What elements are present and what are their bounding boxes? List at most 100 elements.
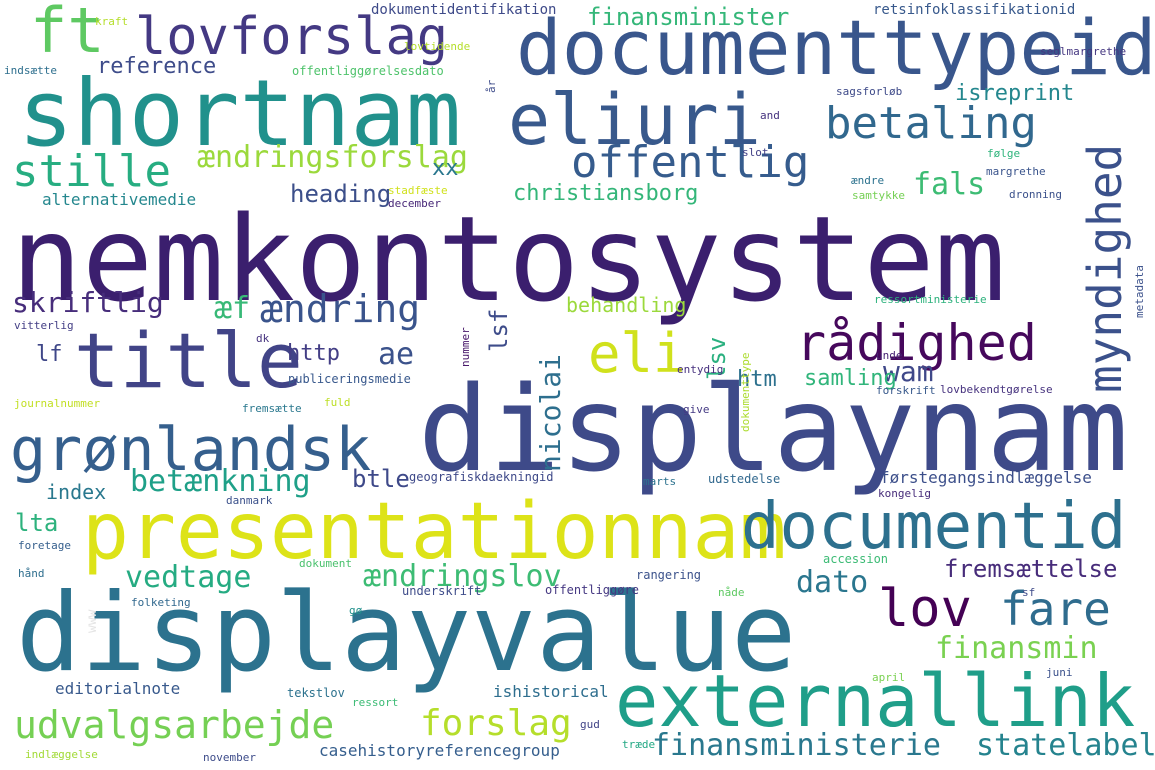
cloud-word: april bbox=[872, 671, 906, 684]
cloud-word: stadfæste bbox=[388, 184, 448, 197]
cloud-word: forslag bbox=[420, 703, 572, 744]
cloud-word: entydig bbox=[677, 363, 724, 376]
cloud-word: ressortministerie bbox=[874, 293, 987, 306]
cloud-word: lovbekendtgørelse bbox=[940, 383, 1053, 396]
cloud-word: nicolai bbox=[534, 353, 567, 472]
cloud-word: index bbox=[46, 480, 107, 504]
cloud-word: publiceringsmedie bbox=[288, 372, 411, 386]
cloud-word: hånd bbox=[18, 567, 45, 580]
cloud-word: heading bbox=[290, 180, 392, 208]
cloud-word: tekstlov bbox=[287, 686, 345, 700]
cloud-word: offentliggørelsesdato bbox=[292, 64, 444, 78]
cloud-word: htm bbox=[737, 367, 777, 392]
cloud-word: ændringsforslag bbox=[197, 140, 468, 175]
cloud-word: displayvalue bbox=[16, 571, 797, 696]
cloud-word: lovforslag bbox=[135, 7, 449, 67]
cloud-word: grønlandsk bbox=[10, 415, 372, 485]
cloud-word: skriftlig bbox=[12, 286, 164, 319]
cloud-word: nåde bbox=[718, 586, 745, 599]
cloud-word: marts bbox=[643, 475, 677, 488]
cloud-word: externallink bbox=[615, 659, 1136, 743]
cloud-word: fare bbox=[1000, 582, 1111, 636]
cloud-word: accession bbox=[823, 552, 889, 566]
cloud-word: fuld bbox=[324, 396, 351, 409]
cloud-word: dokument bbox=[299, 557, 352, 570]
cloud-word: margrethe bbox=[986, 165, 1046, 178]
cloud-word: dato bbox=[796, 565, 869, 600]
cloud-word: førstegangsindlæggelse bbox=[880, 468, 1092, 487]
cloud-word: behandling bbox=[566, 293, 687, 317]
cloud-word: and bbox=[760, 109, 780, 122]
cloud-word: dokumenttype bbox=[739, 352, 752, 432]
cloud-word: casehistoryreferencegroup bbox=[319, 741, 560, 760]
cloud-word: lf bbox=[36, 342, 63, 367]
cloud-word: dronning bbox=[1009, 188, 1062, 201]
cloud-word: vitterlig bbox=[14, 319, 74, 332]
cloud-word: ændre bbox=[851, 174, 885, 187]
cloud-word: eli bbox=[588, 322, 686, 385]
cloud-word: retsinfoklassifikationid bbox=[873, 2, 1076, 18]
cloud-word: ændring bbox=[260, 287, 421, 331]
cloud-word: lta bbox=[15, 509, 59, 537]
cloud-word: offentliggøre bbox=[545, 583, 639, 597]
cloud-word: isreprint bbox=[955, 81, 1075, 106]
cloud-word: christiansborg bbox=[513, 181, 699, 206]
cloud-word: presentationnam bbox=[82, 487, 787, 577]
cloud-word: sf bbox=[1022, 586, 1036, 599]
cloud-word: danmark bbox=[226, 494, 273, 507]
cloud-word: http bbox=[287, 341, 340, 366]
cloud-word: stille bbox=[12, 146, 171, 197]
cloud-word: dokumentidentifikation bbox=[371, 2, 557, 18]
cloud-word: gø bbox=[349, 604, 363, 617]
cloud-word: gud bbox=[580, 718, 600, 731]
cloud-word: vedtage bbox=[125, 560, 252, 595]
cloud-word: finansministerie bbox=[652, 728, 941, 763]
cloud-word: træde bbox=[622, 738, 656, 751]
cloud-word: æf bbox=[214, 291, 251, 326]
cloud-word: myndighed bbox=[1078, 143, 1132, 393]
cloud-word: btle bbox=[352, 465, 410, 493]
cloud-word: journalnummer bbox=[14, 397, 101, 410]
cloud-word: lov bbox=[878, 579, 972, 639]
cloud-word: år bbox=[485, 79, 498, 93]
cloud-word: editorialnote bbox=[55, 679, 181, 698]
cloud-word: displaynam bbox=[418, 360, 1129, 498]
cloud-word: ft bbox=[30, 0, 105, 67]
cloud-word: fremsætte bbox=[242, 402, 302, 415]
cloud-word: geografiskdaekningid bbox=[409, 470, 554, 484]
cloud-word: alternativemedie bbox=[42, 190, 197, 209]
cloud-word: nummer bbox=[459, 327, 472, 367]
cloud-word: rådighed bbox=[796, 314, 1037, 372]
cloud-word: eliuri bbox=[508, 79, 761, 161]
cloud-word: www bbox=[85, 609, 100, 633]
cloud-word: finansmin bbox=[935, 631, 1098, 666]
cloud-word: give bbox=[683, 403, 710, 416]
cloud-word: kongelig bbox=[878, 487, 931, 500]
cloud-word: reference bbox=[97, 54, 217, 79]
cloud-word: statelabel bbox=[976, 728, 1155, 763]
cloud-word: unde bbox=[876, 349, 903, 362]
cloud-word: offentlig bbox=[571, 137, 810, 188]
cloud-word: betaling bbox=[825, 98, 1037, 149]
cloud-word: samtykke bbox=[852, 189, 905, 202]
cloud-word: seglmargrethe bbox=[1040, 45, 1127, 58]
cloud-word: betænkning bbox=[130, 464, 311, 499]
cloud-word: finansminister bbox=[587, 3, 790, 31]
cloud-word: udvalgsarbejde bbox=[14, 703, 335, 747]
cloud-word: lsf bbox=[485, 308, 513, 352]
cloud-word: foretage bbox=[18, 539, 71, 552]
cloud-word: metadata bbox=[1133, 265, 1146, 318]
cloud-word: wam bbox=[883, 355, 934, 388]
cloud-word: fals bbox=[913, 167, 986, 202]
cloud-word: rangering bbox=[636, 568, 702, 582]
cloud-word: lovtidende bbox=[404, 40, 471, 53]
cloud-word: ændringslov bbox=[363, 559, 562, 594]
cloud-word: ishistorical bbox=[493, 682, 609, 701]
cloud-word: nemkontosystem bbox=[11, 190, 1006, 328]
cloud-word: november bbox=[203, 751, 256, 764]
cloud-word: title bbox=[74, 316, 303, 405]
cloud-word: dk bbox=[256, 332, 270, 345]
cloud-word: samling bbox=[804, 366, 897, 391]
cloud-word: udstedelse bbox=[708, 472, 781, 486]
